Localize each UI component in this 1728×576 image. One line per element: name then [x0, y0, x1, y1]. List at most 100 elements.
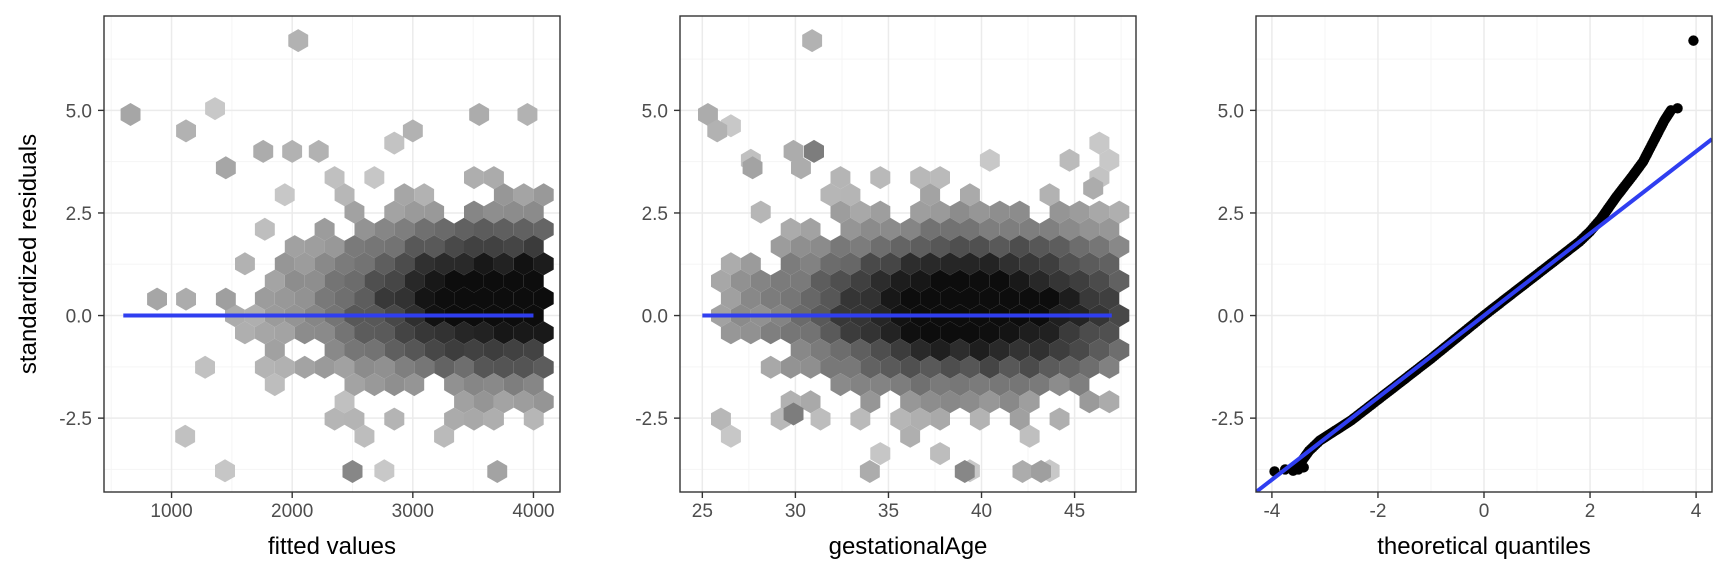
x-tick-label: 0 — [1479, 501, 1490, 522]
hex-bin — [254, 321, 275, 345]
hex-bin — [830, 373, 851, 397]
hex-bin — [324, 407, 345, 431]
hex-bin — [810, 338, 831, 362]
hex-bin — [1069, 373, 1090, 397]
hex-bin — [523, 407, 544, 431]
hex-bin — [503, 200, 524, 224]
hex-bin — [850, 407, 871, 431]
hex-bin — [790, 338, 811, 362]
hex-bin — [523, 235, 544, 259]
hex-bin — [810, 235, 831, 259]
x-tick-label: 2 — [1585, 501, 1596, 522]
hex-bin — [394, 321, 415, 345]
hex-bin — [870, 200, 891, 224]
hex-bin — [1079, 390, 1100, 414]
hex-bin — [760, 286, 781, 310]
hex-bin — [354, 286, 375, 310]
hex-bin — [483, 235, 504, 259]
hex-bin — [474, 252, 494, 276]
hex-bin — [334, 355, 355, 379]
hex-bin — [830, 338, 851, 362]
hex-bin — [900, 286, 921, 310]
hex-bin — [324, 235, 345, 259]
hex-bin — [374, 286, 395, 310]
hex-bin — [464, 235, 484, 259]
hex-bin — [999, 252, 1020, 276]
hex-bin — [840, 321, 861, 345]
hex-bin — [294, 252, 315, 276]
x-tick-label: 40 — [971, 501, 992, 522]
hex-bin — [288, 29, 309, 53]
hex-bin — [969, 373, 990, 397]
hex-bin — [334, 321, 355, 345]
hex-bin — [308, 139, 329, 163]
hex-bin — [344, 338, 365, 362]
hex-bin — [523, 338, 544, 362]
hex-bin — [503, 235, 524, 259]
hex-bin — [235, 252, 255, 276]
hex-bin — [800, 217, 821, 241]
hex-bin — [354, 252, 375, 276]
hex-bin — [1019, 321, 1040, 345]
hex-bin — [1079, 355, 1100, 379]
hex-bin — [1009, 338, 1030, 362]
qq-point — [1672, 103, 1683, 114]
hex-bin — [533, 286, 554, 310]
hex-bin — [820, 355, 841, 379]
hex-bin — [960, 183, 980, 207]
hex-bin — [960, 321, 980, 345]
x-tick-label: 30 — [785, 501, 806, 522]
hex-bin — [384, 269, 405, 293]
hex-bin — [860, 217, 881, 241]
hex-bin — [294, 355, 315, 379]
hex-bin — [533, 355, 554, 379]
hex-bin — [1109, 269, 1130, 293]
hex-bin — [840, 286, 861, 310]
hex-bin — [960, 217, 980, 241]
hex-bin — [274, 252, 295, 276]
hex-bin — [950, 269, 970, 293]
hex-bin — [384, 407, 405, 431]
hex-bin — [1029, 373, 1050, 397]
hex-bin — [384, 373, 405, 397]
hex-bin — [790, 235, 811, 259]
hex-bin — [910, 200, 931, 224]
hex-bin — [334, 390, 355, 414]
hex-bin — [800, 252, 821, 276]
hex-bin — [493, 286, 514, 310]
hex-bin — [989, 373, 1010, 397]
hex-bin — [1099, 321, 1120, 345]
hex-bin — [1031, 460, 1051, 483]
hex-bin — [474, 217, 494, 241]
x-tick-label: 45 — [1064, 501, 1085, 522]
hex-bin — [176, 287, 196, 311]
x-tick-label: 2000 — [271, 501, 313, 522]
hex-bin — [930, 269, 950, 293]
hex-bin — [950, 338, 970, 362]
hex-bin — [940, 321, 960, 345]
hex-bin — [374, 252, 395, 276]
hex-bin — [1029, 235, 1050, 259]
hex-bin — [195, 355, 215, 379]
hex-bin — [711, 407, 731, 431]
y-tick-label: -2.5 — [59, 409, 92, 430]
hex-bin — [770, 269, 791, 293]
hex-bin — [860, 321, 881, 345]
hex-bin — [1109, 235, 1130, 259]
hex-bin — [890, 235, 911, 259]
hex-bin — [1059, 321, 1080, 345]
hex-bin — [960, 390, 980, 414]
hex-bin — [1039, 217, 1060, 241]
hex-bin — [474, 286, 494, 310]
hex-layer — [120, 29, 554, 483]
hex-bin — [999, 286, 1020, 310]
hex-bin — [533, 321, 554, 345]
hex-bin — [513, 217, 534, 241]
hex-bin — [384, 131, 405, 155]
hex-bin — [513, 390, 534, 414]
hex-bin — [740, 286, 761, 310]
hex-bin — [414, 183, 435, 207]
hex-bin — [870, 269, 891, 293]
hex-bin — [342, 460, 363, 483]
hex-bin — [910, 373, 931, 397]
